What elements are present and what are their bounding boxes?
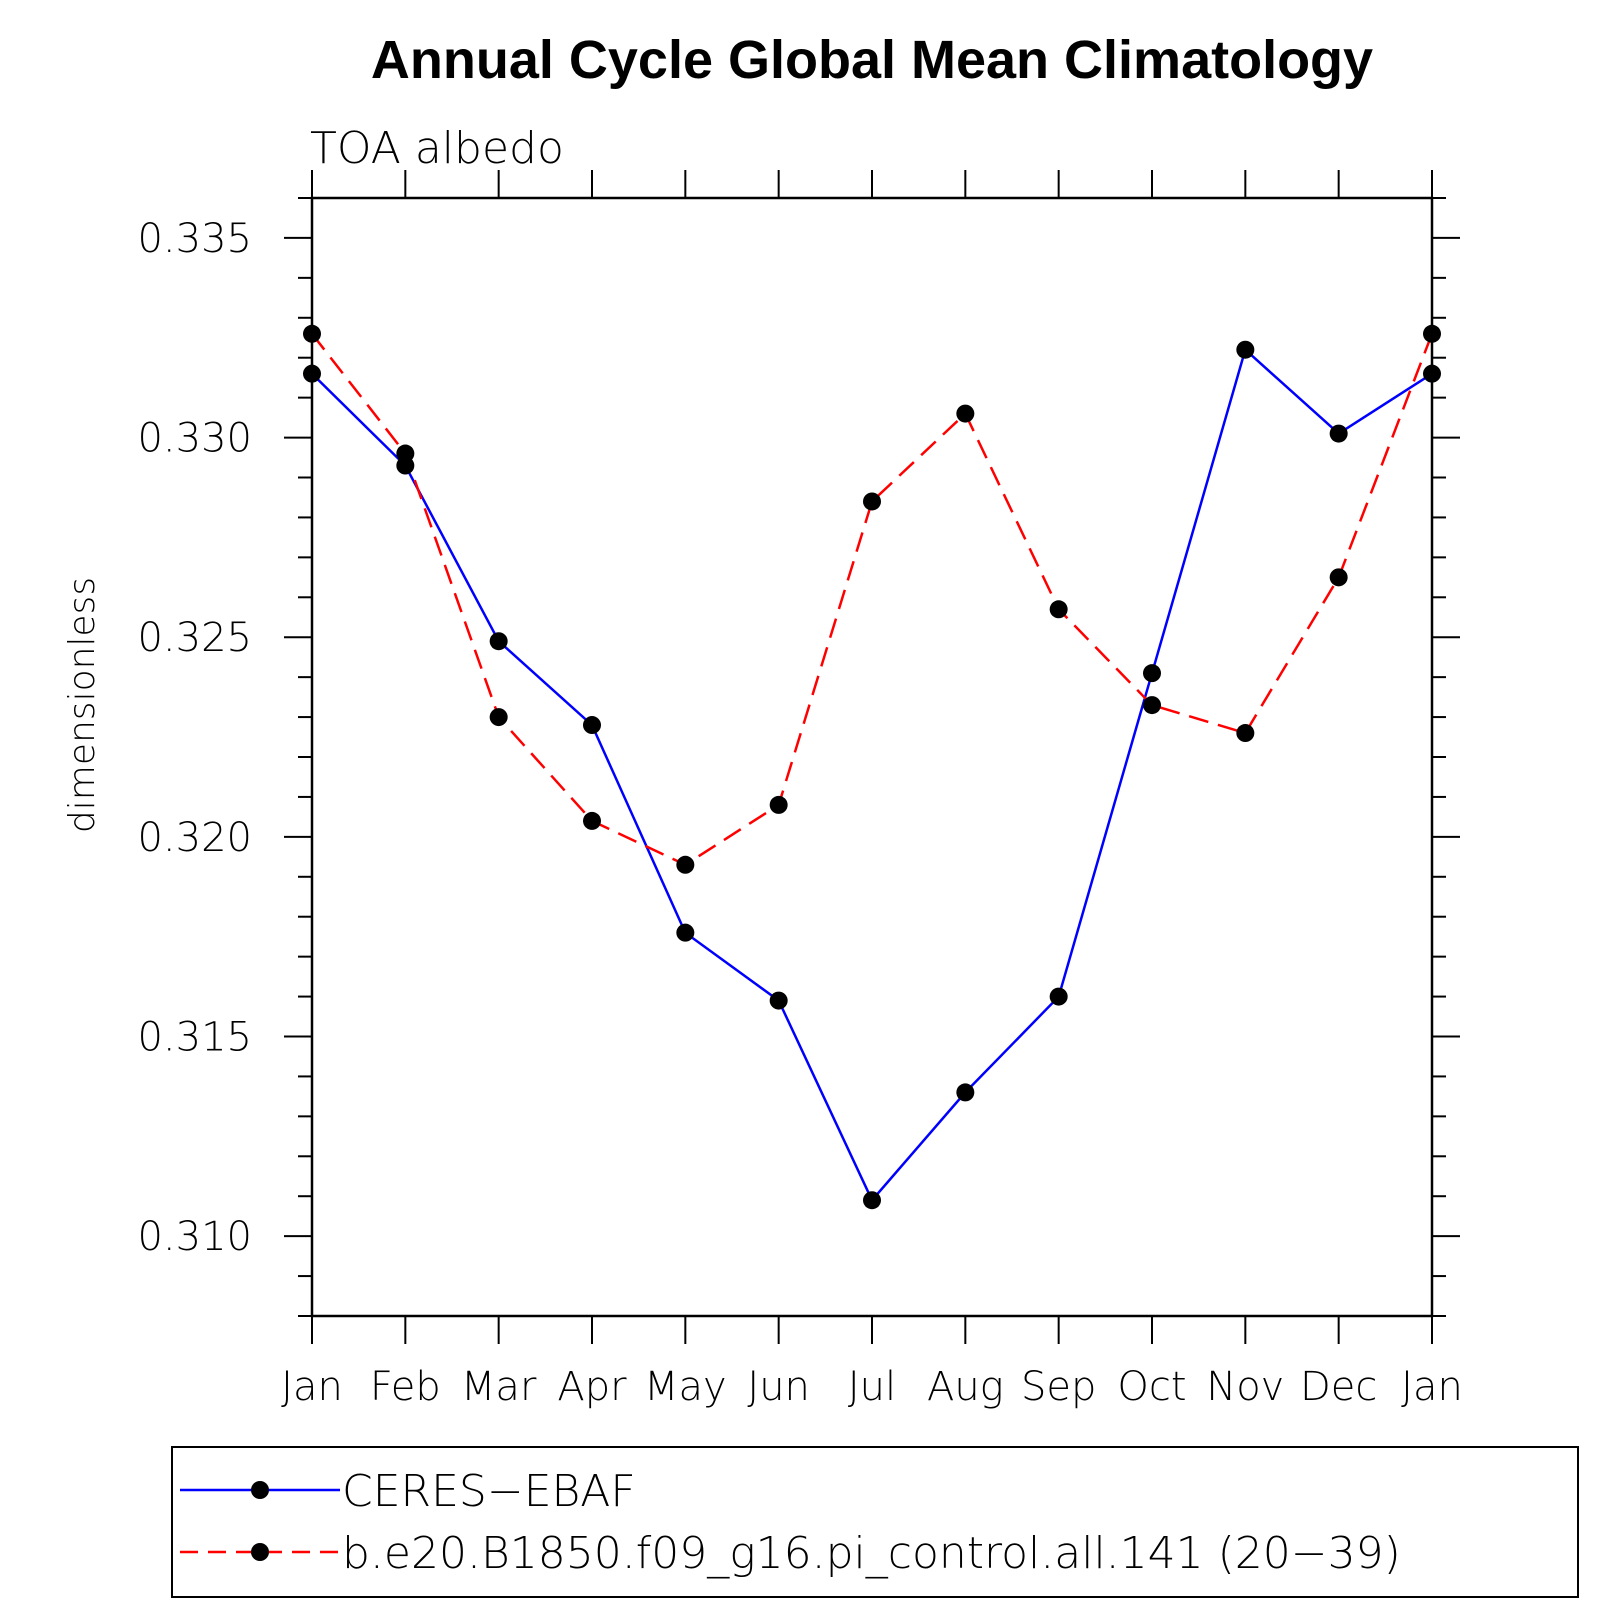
data-point-series-0	[489, 632, 508, 651]
data-point-series-1	[1423, 324, 1441, 343]
x-tick-label: Jan	[281, 1364, 343, 1410]
y-tick-label: 0.335	[137, 216, 252, 262]
data-point-series-1	[956, 404, 975, 423]
y-axis: 0.310 0.315 0.320 0.325 0.330 0.335	[137, 197, 1460, 1317]
x-tick-label: May	[644, 1364, 727, 1410]
legend-label-ceres: CERES−EBAF	[342, 1466, 636, 1517]
data-point-series-0	[1236, 340, 1255, 359]
legend-box	[171, 1446, 1579, 1598]
x-tick-label: Jul	[848, 1364, 896, 1410]
x-tick-label: Oct	[1117, 1364, 1186, 1410]
x-tick-label: Feb	[370, 1364, 441, 1410]
data-point-series-0	[1423, 364, 1441, 383]
data-point-series-0	[956, 1083, 975, 1102]
x-tick-label: Dec	[1300, 1364, 1377, 1410]
y-tick-label: 0.325	[137, 615, 252, 661]
data-point-series-0	[1049, 987, 1068, 1006]
data-point-series-1	[583, 811, 601, 830]
data-point-series-0	[769, 991, 788, 1010]
series-line-0	[311, 347, 1433, 1203]
data-point-series-0	[1143, 664, 1161, 683]
x-tick-label: Nov	[1206, 1364, 1284, 1410]
x-axis: Jan Feb Mar Apr May Jun Jul Aug Sep Oct Nov Dec Jan	[281, 170, 1463, 1410]
data-point-series-0	[863, 1191, 881, 1210]
x-tick-label: Jun	[747, 1364, 810, 1410]
x-tick-label: Jan	[1401, 1364, 1463, 1410]
data-point-series-1	[1236, 724, 1255, 743]
x-tick-label: Sep	[1021, 1364, 1096, 1410]
data-point-series-1	[1329, 568, 1348, 587]
x-tick-label: Aug	[927, 1364, 1004, 1410]
legend: CERES−EBAF b.e20.B1850.f09_g16.pi_contro…	[171, 1446, 1579, 1598]
y-tick-label: 0.330	[137, 416, 252, 462]
data-point-series-1	[303, 324, 321, 343]
data-point-series-1	[1049, 600, 1068, 619]
data-point-series-1	[863, 492, 881, 511]
y-tick-label: 0.310	[137, 1214, 252, 1260]
y-tick-label: 0.315	[137, 1015, 252, 1061]
y-tick-label: 0.320	[137, 815, 252, 861]
data-point-series-0	[303, 364, 321, 383]
data-point-series-0	[1329, 424, 1348, 443]
legend-marker-model	[251, 1543, 269, 1561]
x-tick-label: Mar	[461, 1364, 537, 1410]
data-point-series-0	[583, 716, 601, 735]
data-point-series-0	[676, 923, 695, 942]
data-point-series-1	[396, 444, 415, 463]
series-line-1	[311, 333, 1434, 867]
chart-title: Annual Cycle Global Mean Climatology	[371, 30, 1373, 90]
data-point-series-1	[489, 708, 508, 727]
data-point-series-1	[676, 855, 695, 874]
chart-subtitle: TOA albedo	[310, 123, 564, 174]
data-point-series-1	[769, 795, 788, 814]
data-point-series-1	[1143, 696, 1161, 715]
x-tick-label: Apr	[557, 1364, 627, 1410]
series-layer	[303, 324, 1441, 1210]
legend-label-model: b.e20.B1850.f09_g16.pi_control.all.141 (…	[342, 1528, 1401, 1579]
legend-marker-ceres	[251, 1481, 269, 1499]
y-axis-label: dimensionless	[62, 577, 103, 833]
